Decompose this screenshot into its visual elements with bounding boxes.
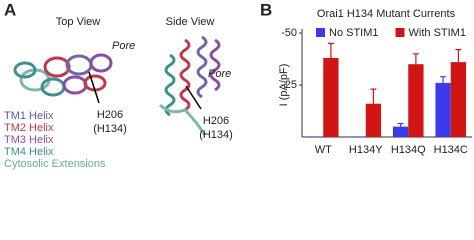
y-axis-label: I (pA/pF) (278, 64, 290, 107)
x-tick-label: H134Q (391, 144, 426, 156)
chart-title: Orai1 H134 Mutant Currents (317, 8, 456, 20)
annotation: (H134) (93, 123, 127, 135)
legend-swatch (316, 28, 325, 37)
legend-text: TM4 Helix (4, 146, 54, 158)
bar (435, 82, 451, 137)
annotation: H206 (203, 115, 229, 127)
legend-text: With STIM1 (409, 27, 466, 39)
view-title: Top View (56, 16, 100, 28)
y-tick-label: -25 (281, 79, 297, 91)
annotation: (H134) (199, 129, 233, 141)
figure: A Top View Side View Pore Pore H206 (H13… (4, 0, 472, 170)
error-bar (440, 76, 447, 83)
x-tick-label: H134Y (349, 144, 383, 156)
bar (323, 57, 339, 137)
annotation: H206 (97, 109, 123, 121)
legend-swatch (395, 28, 405, 37)
bar (392, 126, 409, 137)
structure-art (13, 35, 221, 136)
error-bar (412, 53, 419, 65)
x-tick-label: H134C (434, 144, 468, 156)
bar (450, 62, 467, 138)
legend-text: TM3 Helix (4, 134, 54, 146)
view-title: Side View (166, 16, 215, 28)
annotation: Pore (208, 68, 231, 80)
legend-text: No STIM1 (329, 27, 379, 39)
error-bar (370, 88, 377, 104)
bar (365, 103, 382, 137)
panel-label: A (4, 0, 16, 19)
x-tick-label: WT (315, 144, 332, 156)
legend-text: Cytosolic Extensions (4, 158, 106, 170)
error-bar (455, 49, 462, 63)
annotation: Pore (112, 40, 135, 52)
panel-label: B (260, 0, 272, 19)
error-bar (327, 42, 334, 58)
bar (307, 136, 324, 137)
legend-text: TM1 Helix (4, 110, 54, 122)
y-tick-label: -50 (281, 27, 297, 39)
legend-text: TM2 Helix (4, 122, 54, 134)
bar (350, 136, 366, 137)
bar (408, 64, 424, 137)
error-bar (397, 122, 404, 127)
